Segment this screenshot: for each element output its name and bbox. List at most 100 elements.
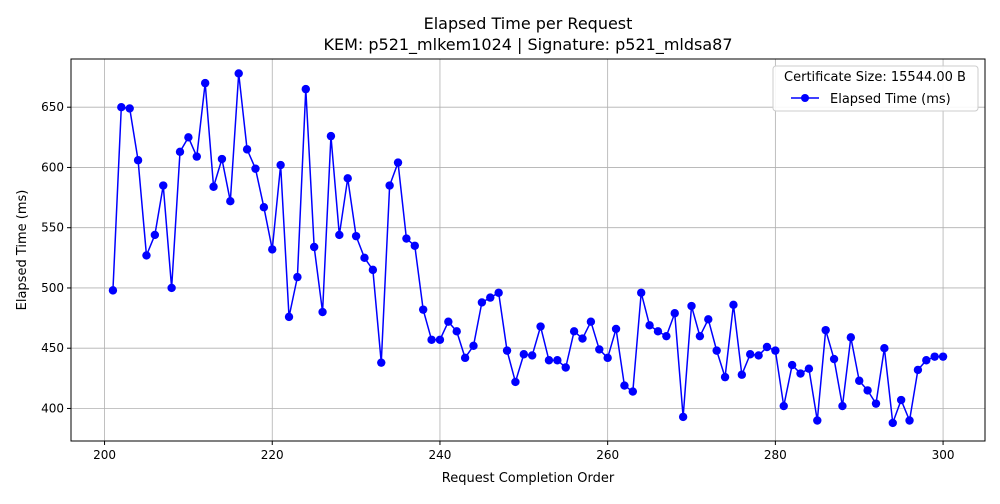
data-point [192,152,201,161]
data-point [276,160,285,170]
legend: Certificate Size: 15544.00 B Elapsed Tim… [772,65,979,112]
data-point [628,387,638,396]
data-point [477,298,487,307]
data-point [486,293,495,302]
data-point [922,356,931,365]
data-point [687,301,696,311]
data-point [242,145,252,154]
data-point [762,342,772,352]
data-point [536,322,545,331]
data-point [586,317,596,326]
data-point [519,350,529,359]
data-point [368,265,378,275]
legend-title: Certificate Size: 15544.00 B [784,70,966,85]
data-point [603,353,612,363]
data-point [746,350,755,359]
data-point [871,399,881,408]
data-point [754,351,763,360]
data-point [259,203,269,212]
data-point [159,181,168,190]
series-line [112,72,944,424]
data-point [377,358,386,367]
data-point [620,381,629,390]
data-point [544,356,554,365]
data-point [645,321,654,330]
data-point [108,286,118,295]
data-point [896,395,906,405]
data-point [829,354,839,364]
data-point [309,242,319,252]
data-point [930,352,939,361]
data-point [846,333,856,342]
data-point [712,346,721,355]
data-point [569,327,579,336]
data-point [737,370,747,379]
data-point [494,288,503,297]
data-point [720,372,730,382]
data-point [838,401,847,411]
data-point [460,353,470,363]
data-point [888,418,897,428]
data-point [813,416,822,425]
legend-entry-label: Elapsed Time (ms) [830,92,951,107]
data-point [268,245,277,254]
data-point [209,182,218,191]
data-point [553,356,562,365]
data-point [938,352,948,361]
y-tick-label: 600 [41,160,64,174]
data-point [184,133,193,142]
data-point [527,351,537,360]
axes: 200 220 240 260 280 300 400 450 500 550 600 650 [41,100,954,462]
data-point [787,360,797,370]
data-point [821,325,830,335]
data-point [452,327,461,336]
x-tick-label: 240 [429,448,452,462]
y-axis-label: Elapsed Time (ms) [15,190,30,311]
data-point [335,230,344,240]
data-point [360,253,369,263]
x-tick-label: 300 [932,448,955,462]
y-tick-label: 500 [41,281,64,295]
chart-title: Elapsed Time per Request [424,14,633,33]
data-point [284,312,294,322]
legend-box [772,65,979,112]
data-point [142,251,151,260]
x-tick-label: 280 [764,448,787,462]
y-tick-label: 550 [41,221,64,235]
data-point [326,131,336,141]
data-point [301,84,310,94]
y-tick-label: 650 [41,100,64,114]
data-point [855,376,864,385]
data-point [435,335,445,344]
data-point [418,305,428,314]
data-point [226,197,235,206]
data-point [771,346,780,355]
data-point [125,104,134,113]
data-point [410,241,419,250]
data-point [293,272,302,282]
data-point [150,230,160,240]
data-point [670,309,679,318]
data-point [704,315,713,324]
y-tick-label: 400 [41,401,64,415]
data-point [779,401,788,411]
legend-marker-swatch [801,94,809,102]
x-tick-label: 220 [261,448,284,462]
data-point [863,386,872,395]
chart-subtitle: KEM: p521_mlkem1024 | Signature: p521_ml… [323,35,732,55]
data-point [402,234,411,243]
data-point [234,69,243,78]
data-point [427,335,436,344]
data-point [729,300,738,310]
plot-frame [70,58,986,442]
data-point [595,345,604,354]
data-point [905,416,914,425]
data-point [695,331,705,341]
x-axis-label: Request Completion Order [442,471,615,486]
data-point [133,156,143,165]
data-point [561,363,570,372]
data-point [444,317,453,326]
data-point [318,307,327,317]
